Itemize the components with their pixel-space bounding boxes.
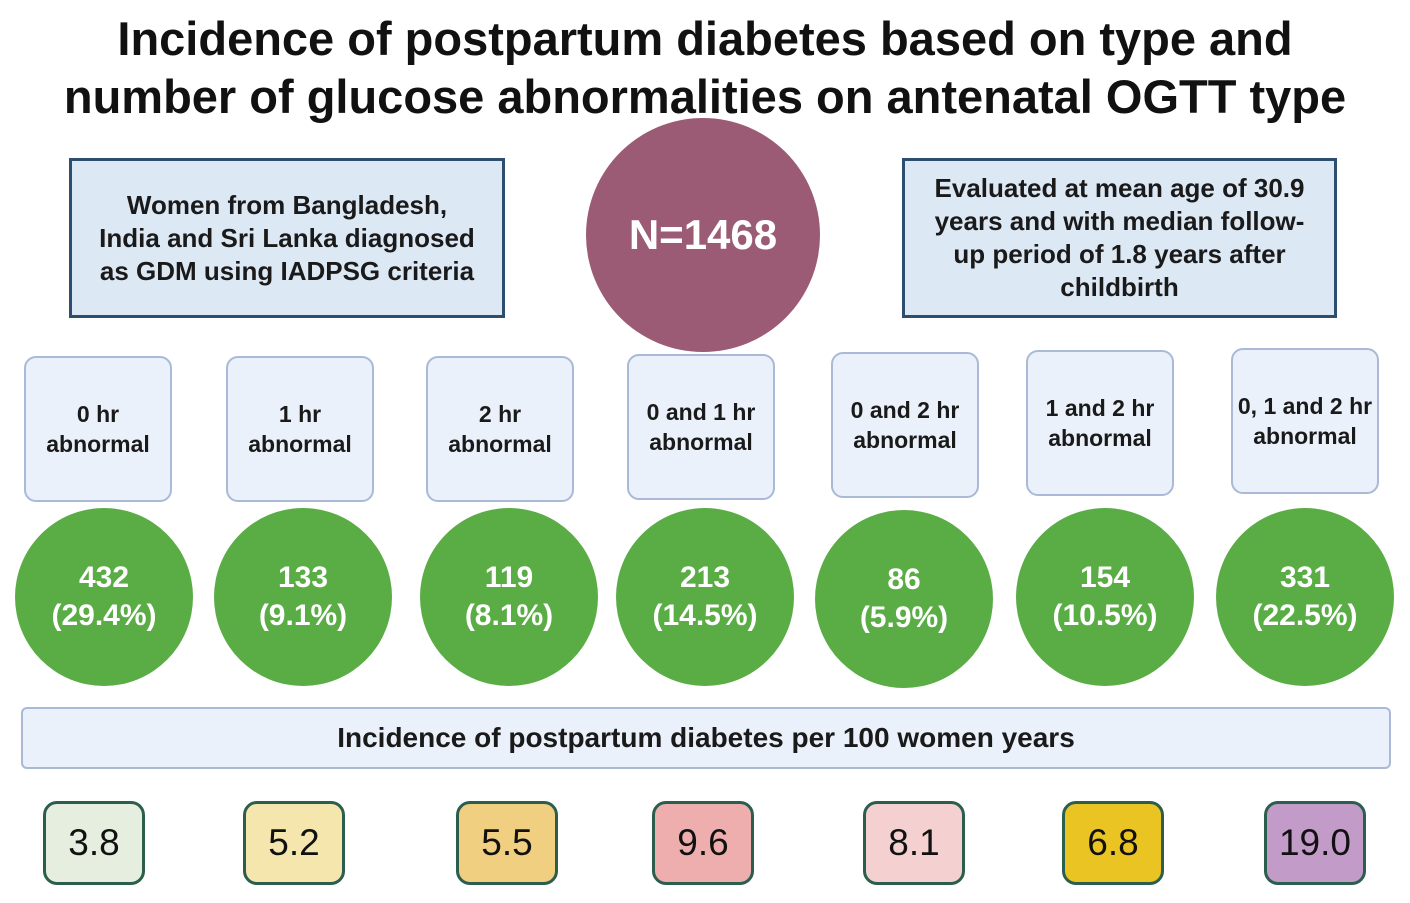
group-label-box: 2 hr abnormal [426,356,574,502]
group-percent: (22.5%) [1252,599,1358,632]
incidence-banner-text: Incidence of postpartum diabetes per 100… [337,722,1075,753]
page-title: Incidence of postpartum diabetes based o… [0,10,1410,126]
incidence-value-box: 8.1 [863,801,965,885]
incidence-value: 6.8 [1087,822,1139,863]
follow-up-text: Evaluated at mean age of 30.9 years and … [934,173,1305,302]
group-count-circle: 86 (5.9%) [815,510,993,688]
incidence-value: 3.8 [68,822,120,863]
group-count: 154 [1079,561,1131,594]
group-count-circle: 213 (14.5%) [616,508,794,686]
incidence-banner: Incidence of postpartum diabetes per 100… [21,707,1391,769]
group-count-circle: 154 (10.5%) [1016,508,1194,686]
group-label-box: 0 and 1 hr abnormal [627,354,775,500]
group-count: 213 [679,561,731,594]
incidence-value-box: 3.8 [43,801,145,885]
group-label: 0 and 1 hr abnormal [646,399,756,455]
incidence-value: 8.1 [888,822,940,863]
group-label: 0 hr abnormal [46,401,150,457]
group-label-box: 0, 1 and 2 hr abnormal [1231,348,1379,494]
incidence-value: 5.2 [268,822,320,863]
group-count: 119 [484,561,534,594]
group-percent: (14.5%) [652,599,758,632]
group-percent: (8.1%) [464,599,554,632]
sample-size-text: N=1468 [628,211,778,258]
group-label: 1 hr abnormal [248,401,352,457]
group-count: 331 [1279,561,1331,594]
group-label: 0 and 2 hr abnormal [850,397,960,453]
group-percent: (9.1%) [258,599,348,632]
incidence-value-box: 5.5 [456,801,558,885]
group-count-circle: 432 (29.4%) [15,508,193,686]
group-percent: (5.9%) [859,601,949,634]
group-label: 0, 1 and 2 hr abnormal [1237,393,1373,449]
group-count-circle: 119 (8.1%) [420,508,598,686]
group-label: 2 hr abnormal [448,401,552,457]
population-text: Women from Bangladesh, India and Sri Lan… [99,189,475,286]
incidence-value-box: 9.6 [652,801,754,885]
group-percent: (10.5%) [1052,599,1158,632]
group-count: 432 [78,561,130,594]
incidence-value-box: 5.2 [243,801,345,885]
title-line-1: Incidence of postpartum diabetes based o… [117,12,1293,65]
group-label-box: 1 and 2 hr abnormal [1026,350,1174,496]
population-box: Women from Bangladesh, India and Sri Lan… [69,158,505,318]
incidence-value: 5.5 [481,822,533,863]
incidence-value: 19.0 [1278,822,1351,863]
incidence-value-box: 19.0 [1264,801,1366,885]
sample-size-circle: N=1468 [586,118,820,352]
group-count: 86 [887,563,921,596]
group-count-circle: 331 (22.5%) [1216,508,1394,686]
incidence-value-box: 6.8 [1062,801,1164,885]
group-label-box: 0 hr abnormal [24,356,172,502]
incidence-value: 9.6 [677,822,729,863]
group-count: 133 [277,561,329,594]
group-count-circle: 133 (9.1%) [214,508,392,686]
group-percent: (29.4%) [51,599,157,632]
follow-up-box: Evaluated at mean age of 30.9 years and … [902,158,1337,318]
group-label: 1 and 2 hr abnormal [1045,395,1155,451]
group-label-box: 0 and 2 hr abnormal [831,352,979,498]
group-label-box: 1 hr abnormal [226,356,374,502]
title-line-2: number of glucose abnormalities on anten… [63,70,1347,123]
